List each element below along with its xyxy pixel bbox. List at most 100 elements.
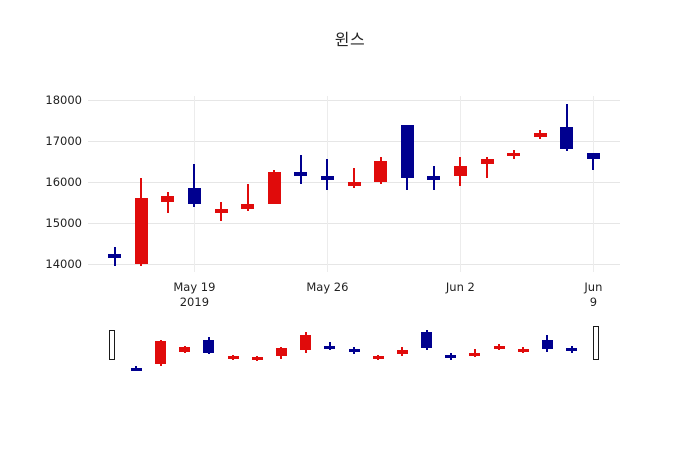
volume-candlestick-body <box>445 355 457 359</box>
y-axis-tick-label: 18000 <box>45 93 82 108</box>
candlestick-wick <box>353 167 355 189</box>
candlestick <box>134 96 148 272</box>
volume-candlestick <box>493 318 505 376</box>
candlestick-wick <box>166 192 169 213</box>
volume-candlestick-body <box>203 340 215 353</box>
volume-candlestick-body <box>130 367 142 371</box>
candlestick <box>108 96 122 272</box>
x-axis-tick-label: May 19 2019 <box>173 280 216 309</box>
candlestick <box>187 96 201 272</box>
candlestick-wick <box>193 163 196 207</box>
volume-candlestick <box>396 318 408 376</box>
candlestick-body <box>108 253 122 258</box>
volume-candlestick-body <box>421 331 433 349</box>
volume-candlestick <box>179 318 191 376</box>
x-axis-tick-label: Jun 9 <box>584 280 603 309</box>
candlestick-body <box>480 159 494 164</box>
y-axis-tick-label: 14000 <box>45 256 82 271</box>
volume-candlestick <box>203 318 215 376</box>
volume-candlestick <box>227 318 239 376</box>
volume-candlestick-body <box>155 341 167 365</box>
volume-candlestick <box>421 318 433 376</box>
candlestick <box>453 96 467 272</box>
volume-candlestick-body <box>566 348 578 352</box>
candlestick-body <box>214 208 228 213</box>
gridline-horizontal <box>88 100 620 102</box>
volume-candlestick <box>566 318 578 376</box>
candlestick-wick <box>592 153 595 170</box>
volume-candlestick-body <box>592 326 599 360</box>
volume-candlestick <box>541 318 553 376</box>
y-axis-tick-label: 17000 <box>45 134 82 149</box>
volume-candlestick-body <box>324 345 336 349</box>
page-title: 윈스 <box>334 30 366 49</box>
volume-candlestick-body <box>275 348 287 357</box>
volume-candlestick-body <box>348 349 360 353</box>
gridline-vertical <box>593 96 595 272</box>
volume-candlestick-body <box>541 340 553 350</box>
volume-candlestick <box>469 318 481 376</box>
candlestick-wick <box>299 155 302 184</box>
candlestick-body <box>320 175 334 180</box>
volume-candlestick-body <box>300 335 312 351</box>
candlestick <box>374 96 388 272</box>
candlestick-wick <box>246 184 249 211</box>
candlestick-wick <box>486 157 488 178</box>
volume-candlestick-body <box>517 349 529 353</box>
volume-candlestick-body <box>469 352 481 356</box>
volume-candlestick-body <box>227 356 239 360</box>
candlestick <box>507 96 521 272</box>
candlestick <box>294 96 308 272</box>
x-axis-tick-label: May 26 <box>306 280 349 294</box>
candlestick-body <box>161 196 175 203</box>
candlestick <box>400 96 414 272</box>
price-plot-area <box>88 96 620 272</box>
x-axis-tick-label: Jun 2 <box>445 280 475 294</box>
volume-candlestick-body <box>251 357 263 361</box>
candlestick <box>214 96 228 272</box>
candlestick-body <box>241 204 255 209</box>
volume-candlestick <box>130 318 142 376</box>
volume-candlestick <box>155 318 167 376</box>
volume-candlestick-body <box>179 347 191 352</box>
volume-candlestick <box>300 318 312 376</box>
volume-candlestick-body <box>396 350 408 354</box>
candlestick <box>320 96 334 272</box>
candlestick <box>480 96 494 272</box>
candlestick <box>161 96 175 272</box>
y-axis-tick-labels: 14000 15000 16000 17000 18000 <box>0 93 88 272</box>
candlestick-body <box>427 175 441 180</box>
volume-candlestick <box>590 318 601 376</box>
candlestick <box>586 96 600 272</box>
volume-candlestick-body <box>109 329 116 360</box>
candlestick-body <box>586 153 600 160</box>
candlestick-body <box>560 126 574 150</box>
candlestick <box>241 96 255 272</box>
volume-plot-area <box>88 318 620 376</box>
candlestick <box>533 96 547 272</box>
volume-candlestick <box>517 318 529 376</box>
candlestick-body <box>400 124 414 178</box>
candlestick-body <box>187 188 201 205</box>
candlestick <box>427 96 441 272</box>
candlestick-body <box>267 171 281 205</box>
gridline-horizontal <box>88 141 620 143</box>
volume-candlestick <box>107 318 118 376</box>
volume-candlestick <box>348 318 360 376</box>
gridline-horizontal <box>88 222 620 224</box>
candlestick-body <box>374 161 388 182</box>
candlestick-body <box>134 198 148 264</box>
candlestick-wick <box>326 159 329 191</box>
y-axis-tick-label: 15000 <box>45 215 82 230</box>
candlestick-body <box>533 132 547 137</box>
volume-candlestick <box>445 318 457 376</box>
candlestick <box>560 96 574 272</box>
candlestick <box>347 96 361 272</box>
volume-candlestick <box>324 318 336 376</box>
y-axis-tick-label: 16000 <box>45 174 82 189</box>
x-axis-tick-labels: May 19 2019 May 26 Jun 2 Jun 9 <box>88 272 620 312</box>
volume-candlestick <box>275 318 287 376</box>
volume-candlestick-body <box>493 345 505 349</box>
volume-candlestick <box>372 318 384 376</box>
